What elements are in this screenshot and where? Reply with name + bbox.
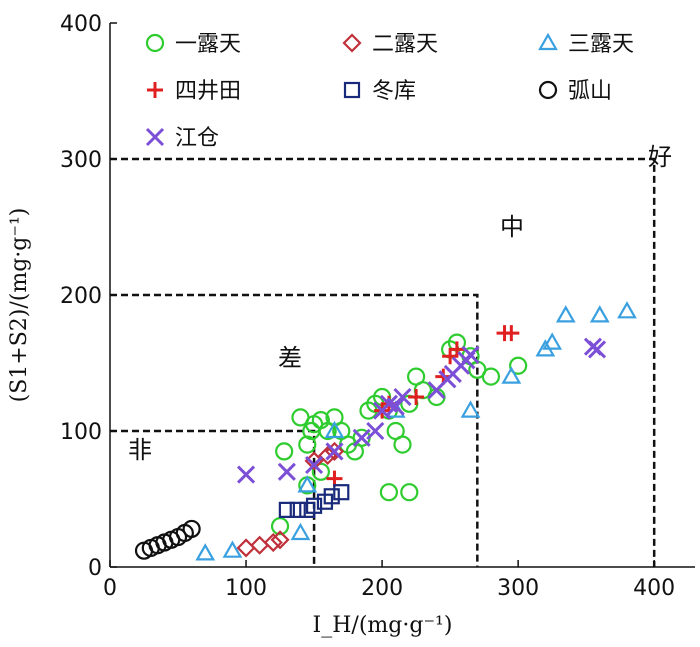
- legend-item: 三露天: [538, 32, 634, 57]
- data-point: [333, 484, 350, 501]
- legend-marker: [145, 127, 165, 147]
- data-point: [386, 397, 405, 416]
- data-point: [305, 497, 323, 514]
- data-point: [277, 462, 296, 481]
- data-point: [393, 387, 412, 407]
- legend-marker: [538, 80, 558, 100]
- rating-zones: 非 差 中 好: [110, 143, 672, 567]
- x-tick-label: 400: [633, 576, 675, 601]
- legend-item: 一露天: [145, 32, 241, 57]
- data-point: [236, 465, 256, 484]
- legend-item: 弧山: [538, 79, 612, 104]
- data-point: [501, 366, 522, 384]
- series-group: [195, 301, 637, 561]
- data-point: [509, 356, 528, 375]
- data-point: [323, 488, 340, 505]
- data-point: [324, 441, 345, 461]
- legend-marker: [538, 32, 558, 51]
- data-point: [461, 345, 480, 364]
- data-point: [408, 389, 425, 405]
- axis-ticks: 0 100 200 300 400 0 100 200 300 400: [60, 12, 675, 601]
- legend-label: 四井田: [175, 79, 241, 104]
- legend-label: 一露天: [175, 32, 241, 57]
- legend-label: 弧山: [568, 79, 612, 104]
- data-point: [278, 501, 295, 518]
- series-group: [326, 325, 520, 487]
- data-point: [481, 367, 501, 386]
- series-group: [134, 519, 201, 560]
- legend-label: 冬库: [372, 79, 416, 104]
- data-point: [270, 517, 290, 536]
- legend-marker: [147, 82, 163, 98]
- legend-label: 三露天: [568, 32, 634, 57]
- data-point: [352, 428, 371, 447]
- zone-boundary: [110, 157, 656, 567]
- data-point: [400, 483, 419, 502]
- data-point: [587, 340, 607, 359]
- y-tick-label: 400: [60, 12, 102, 37]
- x-axis-title: I_H/(mg·g⁻¹): [313, 613, 453, 638]
- data-point: [326, 470, 343, 487]
- data-point: [305, 455, 324, 475]
- data-point: [555, 305, 576, 323]
- data-point: [263, 532, 283, 553]
- data-point: [297, 475, 318, 493]
- x-tick-label: 100: [225, 576, 267, 601]
- legend-marker: [145, 33, 165, 53]
- zone-boundary: [110, 293, 479, 567]
- data-point: [448, 341, 465, 358]
- data-point: [460, 400, 481, 418]
- data-point: [324, 420, 345, 439]
- series-group: [278, 484, 350, 518]
- legend-item: 冬库: [343, 79, 416, 104]
- zone-label: 中: [500, 213, 524, 241]
- zone-boundary: [110, 429, 316, 567]
- zone-label: 差: [278, 344, 302, 372]
- data-point: [325, 442, 344, 461]
- legend-item: 四井田: [147, 79, 241, 104]
- data-point: [393, 435, 412, 454]
- legend-label: 二露天: [372, 32, 438, 57]
- series-group: [236, 441, 345, 558]
- y-tick-label: 100: [60, 420, 102, 445]
- legend-marker: [342, 33, 362, 53]
- zone-label: 非: [128, 436, 152, 464]
- data-point: [311, 462, 330, 481]
- data-point: [195, 543, 216, 561]
- series-group: [270, 333, 528, 536]
- data-point: [222, 540, 243, 558]
- zone-label: 好: [648, 143, 672, 171]
- data-point: [617, 301, 637, 319]
- x-tick-label: 200: [361, 576, 403, 601]
- legend-marker: [343, 81, 361, 99]
- legend-item: 江仓: [145, 126, 219, 151]
- data-point: [289, 501, 306, 518]
- data-point: [182, 519, 201, 539]
- series-group: [236, 337, 607, 484]
- data-point: [250, 535, 270, 555]
- y-tick-label: 0: [88, 556, 102, 581]
- x-tick-label: 300: [497, 576, 539, 601]
- data-point: [366, 421, 385, 441]
- y-tick-label: 300: [60, 148, 102, 173]
- y-tick-label: 200: [60, 284, 102, 309]
- data-point: [589, 305, 610, 323]
- data-point: [542, 332, 563, 350]
- legend-item: 二露天: [342, 32, 438, 57]
- data-point: [290, 522, 311, 541]
- x-tick-label: 0: [103, 576, 117, 601]
- legend-label: 江仓: [175, 126, 219, 151]
- data-point: [379, 483, 398, 502]
- y-axis-title: (S1+S2)/(mg·g⁻¹): [7, 208, 32, 403]
- data-point: [275, 442, 294, 461]
- data-point: [236, 538, 256, 558]
- data-point: [270, 530, 290, 550]
- data-points: [134, 301, 637, 561]
- data-point: [503, 325, 520, 342]
